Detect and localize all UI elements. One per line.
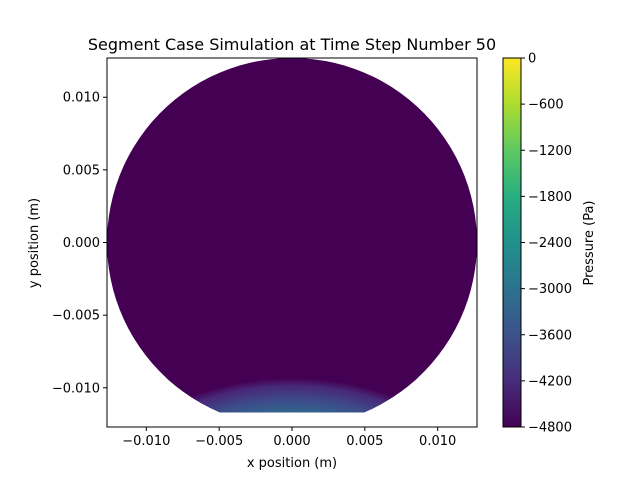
colorbar-tick-label: −1800 <box>528 190 572 205</box>
y-tick-label: 0.000 <box>63 236 100 251</box>
x-tick-label: −0.010 <box>122 434 170 449</box>
y-tick-label: −0.010 <box>52 381 100 396</box>
x-tick-label: −0.005 <box>195 434 243 449</box>
colorbar-tick-label: −4200 <box>528 374 572 389</box>
plot-area: −0.010 −0.005 0.000 0.005 0.010 0.0100.0050.… <box>52 57 478 449</box>
colorbar-tick-label: −3600 <box>528 328 572 343</box>
chart-title: Segment Case Simulation at Time Step Num… <box>88 35 496 54</box>
y-tick-label: 0.010 <box>63 91 100 106</box>
x-axis-label: x position (m) <box>247 456 337 471</box>
x-tick-label: 0.000 <box>273 434 310 449</box>
colorbar-tick-label: −600 <box>528 98 564 113</box>
x-tick-label: 0.010 <box>419 434 456 449</box>
y-ticks: 0.010 0.005 0.000 −0.005 −0.010 <box>52 91 107 396</box>
colorbar-tick-label: −4800 <box>528 421 572 436</box>
colorbar-tick-label: −1200 <box>528 144 572 159</box>
colorbar-gradient-bar <box>503 58 521 427</box>
colorbar-label: Pressure (Pa) <box>582 200 597 285</box>
colorbar-tick-label: 0 <box>528 52 536 67</box>
pressure-field-hotspot <box>155 326 429 413</box>
x-tick-label: 0.005 <box>346 434 383 449</box>
x-ticks: −0.010 −0.005 0.000 0.005 0.010 <box>122 427 456 449</box>
colorbar-tick-label: −3000 <box>528 282 572 297</box>
colorbar: 0 −600 −1200 −1800 −2400 −3000 −3600 −4200 −4800… <box>502 52 597 436</box>
y-tick-label: 0.005 <box>63 163 100 178</box>
y-tick-label: −0.005 <box>52 309 100 324</box>
colorbar-tick-label: −2400 <box>528 236 572 251</box>
y-axis-label: y position (m) <box>27 198 42 288</box>
colorbar-ticks: 0 −600 −1200 −1800 −2400 −3000 −3600 −4200 −4800 <box>521 52 572 436</box>
